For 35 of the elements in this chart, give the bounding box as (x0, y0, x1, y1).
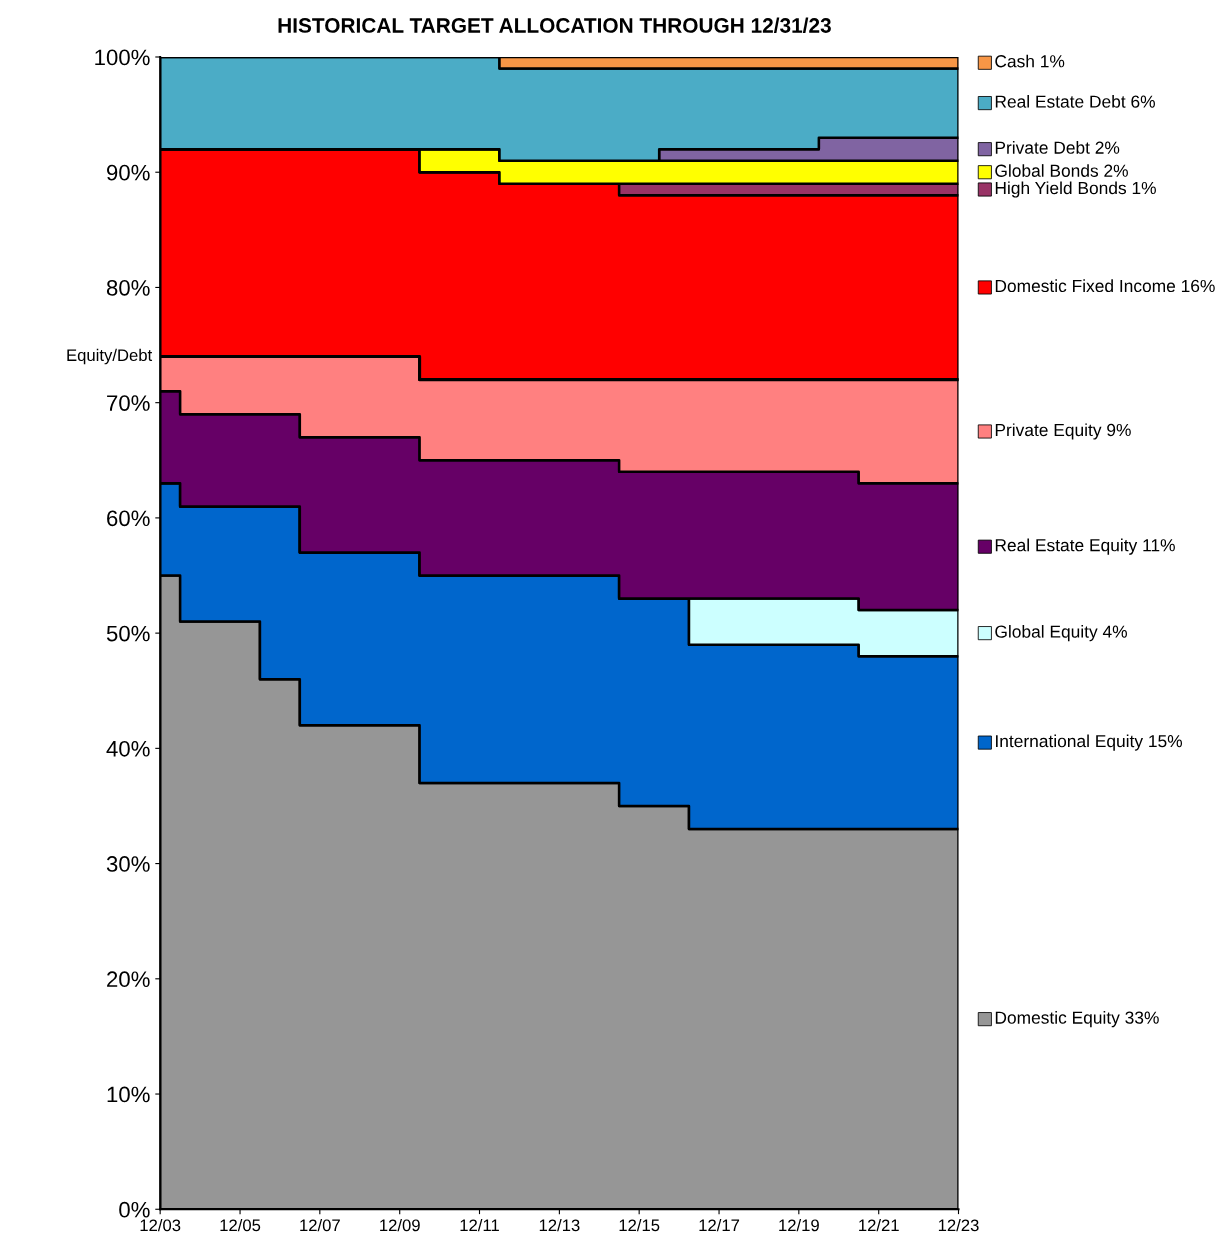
y-tick-label: 40% (106, 740, 150, 757)
x-tick-label: 12/09 (380, 1218, 420, 1232)
y-tick-label: 90% (107, 164, 150, 181)
x-tick-label: 12/13 (539, 1218, 580, 1232)
x-tick-label: 12/21 (859, 1218, 899, 1232)
y-tick-label: 50% (106, 625, 150, 642)
y-tick-label: 0% (119, 1201, 150, 1218)
y-tick-label: 60% (107, 510, 150, 527)
legend-label: Global Bonds 2% (995, 164, 1128, 177)
x-tick-label: 12/05 (220, 1218, 261, 1232)
x-tick-label: 12/17 (699, 1218, 740, 1232)
x-tick-label: 12/23 (938, 1218, 979, 1232)
legend-label: Private Debt 2% (995, 141, 1120, 154)
x-tick-label: 12/07 (300, 1218, 340, 1232)
series-label: Equity/Debt (67, 348, 153, 365)
y-tick-label: 10% (107, 1086, 150, 1103)
legend-label: Global Equity 4% (995, 625, 1127, 642)
chart-title: HISTORICAL TARGET ALLOCATION THROUGH 12/31/23 (278, 17, 831, 34)
x-tick-label: 12/11 (460, 1218, 499, 1232)
legend-label: Domestic Equity 33% (995, 1011, 1159, 1028)
legend-label: International Equity 15% (996, 734, 1182, 751)
legend-label: Real Estate Equity 11% (995, 538, 1175, 555)
legend-label: High Yield Bonds 1% (995, 181, 1156, 198)
legend-label: Real Estate Debt 6% (995, 94, 1155, 108)
x-tick-label: 12/15 (619, 1218, 660, 1232)
y-tick-label: 70% (107, 395, 150, 411)
y-tick-label: 30% (106, 856, 150, 872)
x-tick-label: 12/19 (779, 1218, 819, 1232)
legend-label: Domestic Fixed Income 16% (995, 279, 1215, 293)
x-tick-label: 12/03 (140, 1218, 181, 1232)
y-tick-label: 20% (107, 971, 150, 988)
y-tick-label: 80% (106, 279, 150, 296)
y-tick-label: 100% (95, 49, 150, 66)
legend-label: Cash 1% (995, 54, 1065, 68)
legend-label: Private Equity 9% (995, 423, 1131, 440)
